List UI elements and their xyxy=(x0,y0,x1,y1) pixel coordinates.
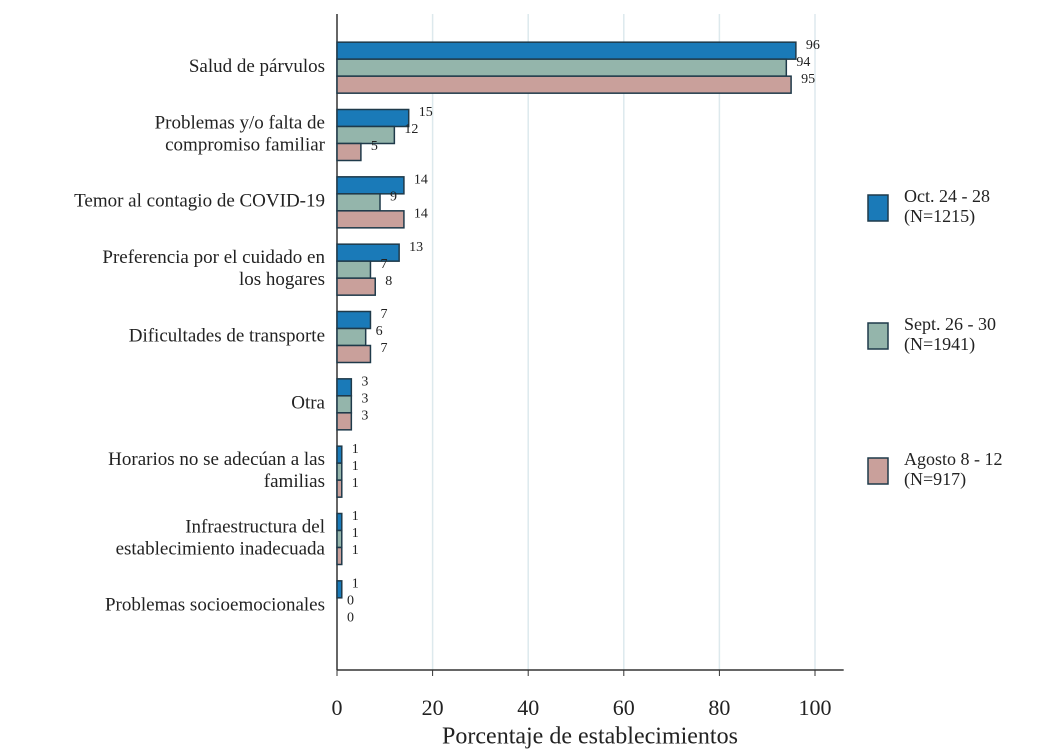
bar xyxy=(336,546,343,566)
y-tick-label: Temor al contagio de COVID-19 xyxy=(74,191,325,212)
bar xyxy=(336,479,343,498)
value-label: 9 xyxy=(390,190,397,205)
value-label: 3 xyxy=(361,375,368,390)
value-label: 15 xyxy=(419,105,433,120)
bar xyxy=(336,310,372,330)
y-tick-label: Salud de párvulos xyxy=(189,56,325,77)
value-label: 6 xyxy=(376,324,383,339)
legend-label: Oct. 24 - 28 (N=1215) xyxy=(904,186,990,227)
value-label: 1 xyxy=(352,442,359,457)
value-label: 0 xyxy=(347,594,354,609)
y-tick-label: compromiso familiar xyxy=(165,134,326,155)
bar xyxy=(336,75,792,94)
x-tick-label: 100 xyxy=(799,695,832,720)
bar xyxy=(336,41,797,60)
x-tick-label: 60 xyxy=(613,695,635,720)
bar xyxy=(336,260,372,279)
y-tick-label: Problemas y/o falta de xyxy=(155,112,325,133)
value-label: 0 xyxy=(347,611,354,626)
x-tick-label: 0 xyxy=(332,695,343,720)
legend-swatch xyxy=(867,457,889,485)
value-label: 7 xyxy=(380,341,387,356)
value-label: 1 xyxy=(352,509,359,524)
value-label: 14 xyxy=(414,173,428,188)
value-label: 95 xyxy=(801,72,815,87)
legend-swatch xyxy=(867,322,889,350)
y-tick-label: Preferencia por el cuidado en xyxy=(102,247,325,268)
y-tick-label: Horarios no se adecúan a las xyxy=(108,449,325,470)
bar xyxy=(336,327,367,347)
value-label: 12 xyxy=(404,122,418,137)
y-tick-label: Otra xyxy=(291,393,325,414)
value-label: 8 xyxy=(385,274,392,289)
bar xyxy=(336,580,343,599)
x-tick-label: 40 xyxy=(517,695,539,720)
value-label: 1 xyxy=(352,476,359,491)
x-axis-label: Porcentaje de establecimientos xyxy=(442,724,738,750)
value-label: 96 xyxy=(806,38,820,53)
value-label: 7 xyxy=(380,257,387,272)
bar xyxy=(336,108,410,128)
bar xyxy=(336,529,343,549)
legend-swatch xyxy=(867,194,889,222)
bar xyxy=(336,512,343,532)
value-label: 7 xyxy=(380,307,387,322)
value-label: 94 xyxy=(796,55,810,70)
x-tick-label: 20 xyxy=(422,695,444,720)
bar xyxy=(336,277,376,296)
value-label: 3 xyxy=(361,409,368,424)
value-label: 1 xyxy=(352,543,359,558)
value-label: 13 xyxy=(409,240,423,255)
bar xyxy=(336,445,343,464)
bar xyxy=(336,210,405,229)
y-tick-label: establecimiento inadecuada xyxy=(116,538,326,559)
bar xyxy=(336,243,400,262)
y-tick-label: familias xyxy=(264,471,325,492)
value-label: 1 xyxy=(352,526,359,541)
bar xyxy=(336,462,343,481)
bar xyxy=(336,142,362,162)
value-label: 14 xyxy=(414,207,428,222)
y-tick-label: Infraestructura del xyxy=(185,516,325,537)
value-label: 5 xyxy=(371,139,378,154)
y-tick-label: los hogares xyxy=(239,269,325,290)
legend-label: Sept. 26 - 30 (N=1941) xyxy=(904,314,996,355)
value-label: 1 xyxy=(352,459,359,474)
value-label: 1 xyxy=(352,577,359,592)
bar xyxy=(336,58,788,77)
y-tick-label: Problemas socioemocionales xyxy=(105,595,325,616)
bar xyxy=(336,395,353,414)
legend-label: Agosto 8 - 12 (N=917) xyxy=(904,449,1003,490)
bar xyxy=(336,193,381,212)
bar xyxy=(336,378,353,397)
value-label: 3 xyxy=(361,392,368,407)
bar xyxy=(336,125,396,145)
y-tick-label: Dificultades de transporte xyxy=(129,325,325,346)
x-tick-label: 80 xyxy=(708,695,730,720)
bar xyxy=(336,412,353,431)
bar xyxy=(336,344,372,364)
